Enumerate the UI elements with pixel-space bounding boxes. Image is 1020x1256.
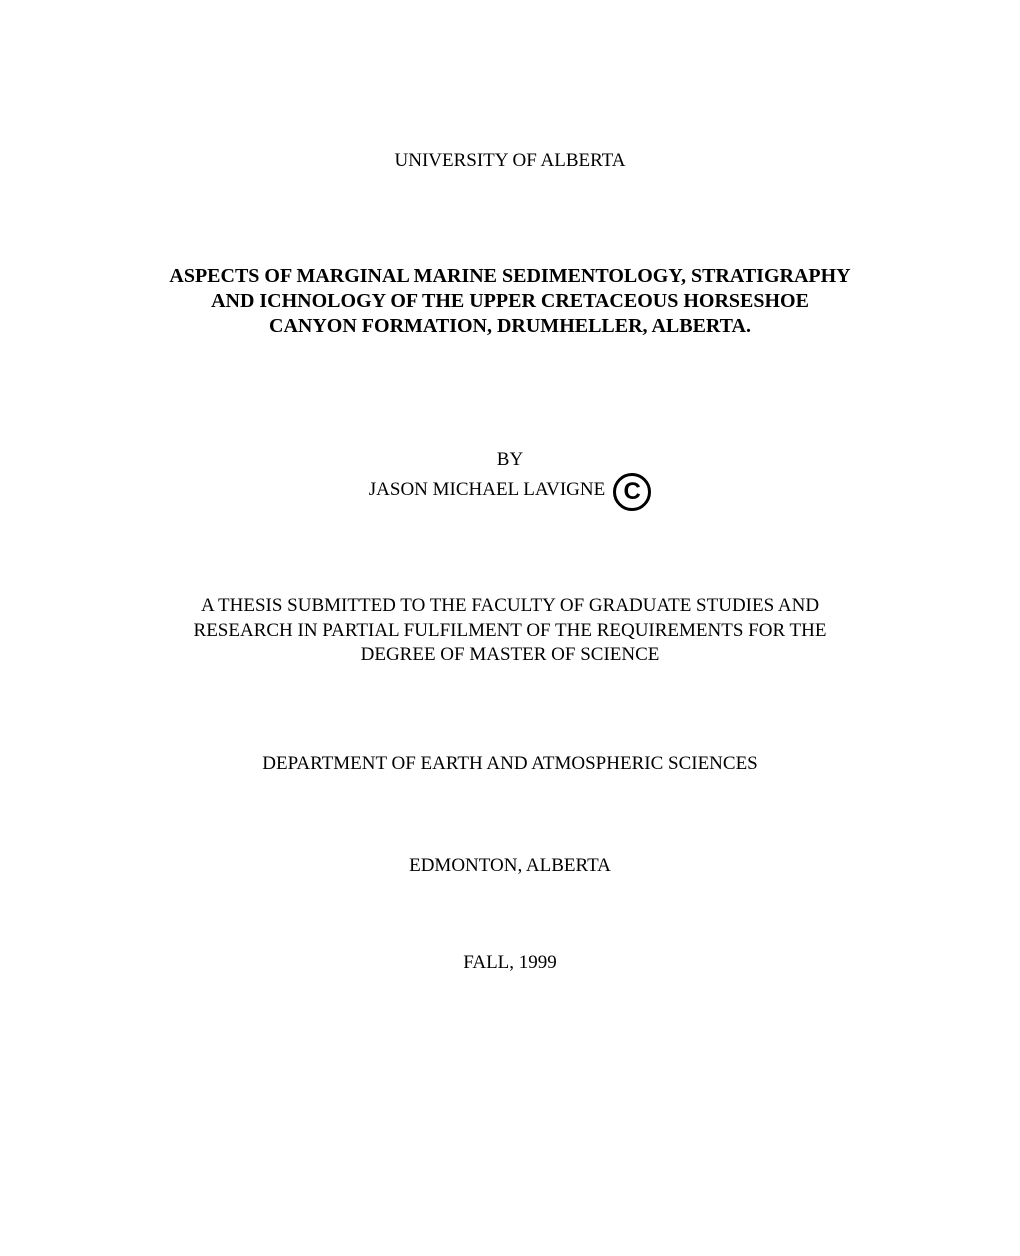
author-by-label: BY	[130, 449, 890, 471]
author-name-wrapper: JASON MICHAEL LAVIGNE C	[369, 471, 651, 509]
submission-line-2: RESEARCH IN PARTIAL FULFILMENT OF THE RE…	[194, 620, 827, 641]
title-line-1: ASPECTS OF MARGINAL MARINE SEDIMENTOLOGY…	[169, 265, 850, 287]
author-block: BY JASON MICHAEL LAVIGNE C	[130, 449, 890, 509]
thesis-title: ASPECTS OF MARGINAL MARINE SEDIMENTOLOGY…	[130, 264, 890, 339]
department-name: DEPARTMENT OF EARTH AND ATMOSPHERIC SCIE…	[130, 753, 890, 775]
author-name: JASON MICHAEL LAVIGNE	[369, 479, 605, 501]
date: FALL, 1999	[130, 952, 890, 974]
university-name: UNIVERSITY OF ALBERTA	[130, 150, 890, 172]
submission-line-3: DEGREE OF MASTER OF SCIENCE	[361, 644, 660, 665]
copyright-icon: C	[613, 473, 651, 511]
submission-statement: A THESIS SUBMITTED TO THE FACULTY OF GRA…	[130, 594, 890, 668]
location: EDMONTON, ALBERTA	[130, 855, 890, 877]
title-line-2: AND ICHNOLOGY OF THE UPPER CRETACEOUS HO…	[211, 290, 809, 312]
title-line-3: CANYON FORMATION, DRUMHELLER, ALBERTA.	[269, 315, 751, 337]
submission-line-1: A THESIS SUBMITTED TO THE FACULTY OF GRA…	[201, 595, 819, 616]
